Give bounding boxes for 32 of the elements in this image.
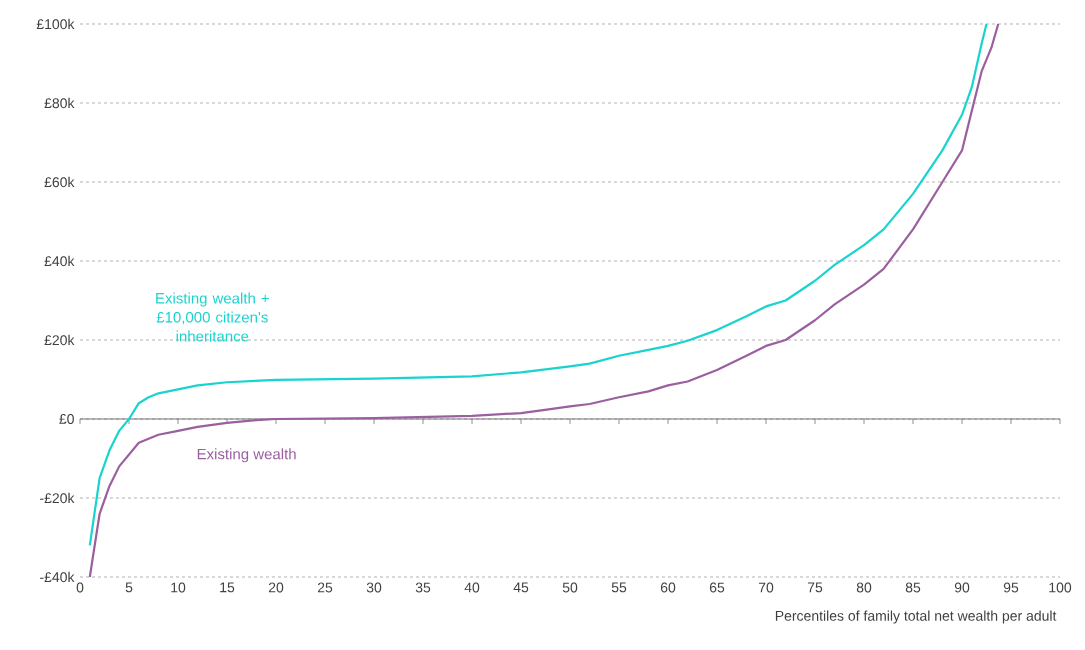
x-tick-label: 40 [464, 582, 480, 593]
x-tick-label: 30 [366, 582, 382, 593]
x-tick-label: 65 [709, 582, 725, 593]
y-tick-label: £20k [44, 334, 75, 346]
x-axis-title: Percentiles of family total net wealth per adult [775, 610, 1057, 624]
x-tick-label: 5 [125, 582, 133, 593]
x-tick-label: 95 [1003, 582, 1019, 593]
y-tick-label: £100k [36, 18, 75, 30]
x-tick-label: 10 [171, 582, 186, 593]
y-tick-label: £0 [59, 414, 74, 424]
x-tick-label: 35 [415, 582, 431, 593]
x-tick-label: 0 [76, 582, 84, 593]
y-tick-label: -£20k [40, 492, 75, 504]
x-tick-label: 75 [807, 582, 823, 593]
x-tick-label: 100 [1049, 582, 1072, 593]
x-tick-label: 15 [220, 582, 235, 593]
series-label: Existing wealth [197, 448, 296, 463]
y-tick-label: £80k [44, 97, 75, 109]
x-tick-label: 55 [611, 582, 627, 593]
x-tick-label: 85 [905, 582, 921, 593]
x-tick-label: 50 [562, 582, 578, 593]
text: Existing wealth + £10,000 citizen's inheritance [156, 292, 269, 342]
y-tick-label: £60k [44, 176, 75, 188]
x-tick-label: 80 [856, 582, 872, 593]
x-tick-label: 70 [758, 582, 774, 593]
x-tick-label: 20 [268, 582, 284, 593]
x-tick-label: 25 [317, 582, 333, 593]
x-tick-label: 90 [954, 582, 970, 593]
x-tick-label: 45 [513, 582, 529, 593]
y-tick-label: -£40k [40, 571, 75, 583]
x-tick-label: 60 [660, 582, 676, 593]
y-tick-label: £40k [44, 255, 75, 267]
